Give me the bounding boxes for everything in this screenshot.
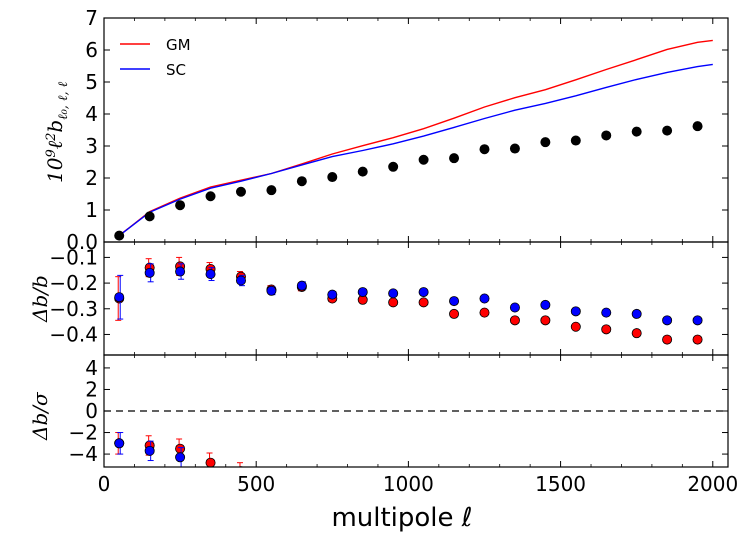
data-point-data — [570, 135, 581, 146]
data-point-gm — [418, 297, 429, 308]
data-point-data — [327, 172, 338, 183]
data-point-data — [540, 137, 551, 148]
x-tick-label: 1500 — [535, 472, 586, 496]
data-point-data — [266, 185, 277, 196]
x-axis-label: multipole ℓ — [331, 503, 472, 533]
legend-label-gm: GM — [166, 36, 191, 54]
y-tick-label-top: 5 — [85, 70, 98, 94]
legend-label-sc: SC — [166, 61, 186, 79]
y-tick-label-bottom: −4 — [69, 442, 98, 466]
data-point-sc — [509, 302, 520, 313]
data-point-gm — [540, 315, 551, 326]
y-tick-label-bottom: 0 — [85, 399, 98, 423]
data-point-data — [144, 211, 155, 222]
panel-middle-frame — [103, 241, 729, 356]
data-point-data — [388, 161, 399, 172]
data-point-data — [235, 186, 246, 197]
data-point-gm — [570, 321, 581, 332]
y-axis-label-bottom: Δb/σ — [28, 391, 52, 441]
data-point-sc — [144, 445, 155, 456]
y-tick-label-top: 4 — [85, 102, 98, 126]
axis-ticks — [103, 17, 728, 467]
panel-top-marks — [114, 39, 713, 241]
data-point-data — [114, 230, 125, 241]
data-point-data — [479, 144, 490, 155]
data-point-gm — [205, 457, 216, 467]
data-point-sc — [114, 438, 125, 449]
panel-middle-marks — [114, 256, 703, 345]
y-tick-label-middle: −0.4 — [49, 322, 98, 346]
data-point-sc — [662, 315, 673, 326]
data-point-sc — [388, 288, 399, 299]
data-point-sc — [296, 280, 307, 291]
data-point-gm — [175, 443, 186, 454]
data-point-data — [205, 191, 216, 202]
data-point-sc — [540, 299, 551, 310]
data-point-sc — [327, 289, 338, 300]
data-point-gm — [692, 334, 703, 345]
data-point-gm — [479, 307, 490, 318]
data-point-sc — [114, 292, 125, 303]
data-point-data — [296, 176, 307, 187]
legend: GM SC — [120, 36, 191, 79]
x-tick-label: 0 — [98, 472, 111, 496]
y-tick-label-bottom: 4 — [85, 356, 98, 380]
data-point-data — [418, 154, 429, 165]
y-tick-label-top: 0.0 — [66, 230, 98, 254]
y-tick-label-middle: −0.3 — [49, 297, 98, 321]
data-point-data — [509, 143, 520, 154]
panel-bottom-marks — [104, 410, 728, 467]
y-tick-label-bottom: −2 — [69, 421, 98, 445]
y-axis-label-middle: Δb/b — [28, 275, 52, 323]
data-point-gm — [601, 324, 612, 335]
data-point-sc — [144, 267, 155, 278]
y-axis-label-top: 109ℓ2bℓ₀, ℓ, ℓ — [43, 81, 71, 183]
data-point-sc — [235, 275, 246, 286]
data-point-data — [601, 130, 612, 141]
data-point-sc — [449, 296, 460, 307]
data-point-sc — [692, 315, 703, 326]
y-tick-label-bottom: 2 — [85, 377, 98, 401]
y-tick-label-top: 1 — [85, 198, 98, 222]
data-point-gm — [631, 328, 642, 339]
data-point-sc — [418, 287, 429, 298]
data-point-sc — [601, 307, 612, 318]
data-point-gm — [662, 334, 673, 345]
data-point-gm — [388, 297, 399, 308]
x-tick-label: 500 — [237, 472, 275, 496]
data-point-sc — [175, 266, 186, 277]
data-point-data — [449, 153, 460, 164]
y-tick-label-top: 7 — [85, 6, 98, 30]
plot-content — [104, 39, 728, 467]
series-line-sc — [118, 63, 713, 237]
data-point-data — [357, 166, 368, 177]
x-tick-label: 2000 — [687, 472, 738, 496]
data-point-data — [631, 126, 642, 137]
data-point-sc — [175, 452, 186, 463]
data-point-gm — [509, 315, 520, 326]
data-point-gm — [449, 308, 460, 319]
panel-frames — [103, 17, 729, 468]
y-tick-label-top: 2 — [85, 166, 98, 190]
data-point-sc — [631, 308, 642, 319]
data-point-data — [662, 125, 673, 136]
data-point-sc — [357, 287, 368, 298]
data-point-sc — [570, 306, 581, 317]
data-point-sc — [479, 293, 490, 304]
data-point-sc — [266, 285, 277, 296]
y-tick-label-middle: −0.2 — [49, 271, 98, 295]
y-tick-label-top: 3 — [85, 134, 98, 158]
data-point-sc — [205, 269, 216, 280]
x-tick-label: 1000 — [383, 472, 434, 496]
y-tick-label-middle: −0.1 — [49, 245, 98, 269]
data-point-data — [175, 200, 186, 211]
series-line-gm — [118, 39, 713, 237]
y-tick-label-top: 6 — [85, 38, 98, 62]
data-point-data — [692, 121, 703, 132]
